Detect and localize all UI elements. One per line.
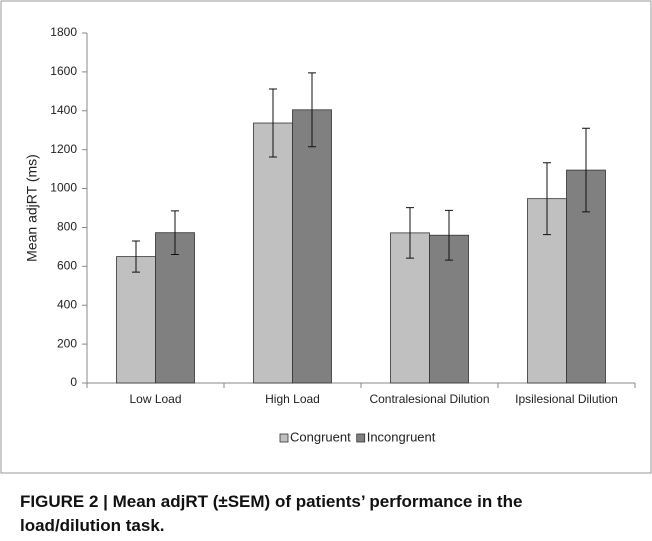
bar (253, 122, 293, 384)
caption: FIGURE 2 | Mean adjRT (±SEM) of patients… (20, 492, 523, 535)
chart: Mean adjRT (ms) 0 200 400 600 800 1000 1200 140… (0, 0, 652, 474)
x-tick-label: Contralesional Dilution (369, 392, 489, 406)
chart-frame (0, 0, 652, 474)
error-bar (132, 240, 140, 273)
x-tick-label: Low Load (129, 392, 181, 406)
y-tick-label: 1200 (50, 142, 77, 156)
x-tick-label: Ipsilesional Dilution (515, 392, 618, 406)
error-bar (269, 88, 277, 158)
error-bar (582, 127, 590, 213)
y-tick-label: 1400 (50, 103, 77, 117)
x-tick-label: High Load (265, 392, 320, 406)
bar (116, 256, 156, 384)
y-tick-label: 800 (57, 220, 77, 234)
y-axis-label: Mean adjRT (ms) (24, 154, 40, 262)
legend-label: Congruent (290, 429, 351, 444)
error-bar (406, 207, 414, 259)
error-bar (308, 72, 316, 148)
legend-label: Incongruent (367, 429, 436, 444)
bar (292, 109, 332, 384)
legend-swatch (356, 433, 366, 443)
error-bar (543, 162, 551, 236)
bar (155, 232, 195, 384)
error-bar (445, 209, 453, 261)
y-tick-label: 400 (57, 297, 77, 311)
error-bar (171, 210, 179, 255)
legend-swatch (279, 433, 289, 443)
y-tick-label: 200 (57, 336, 77, 350)
y-tick-label: 0 (70, 375, 77, 389)
y-tick-label: 1800 (50, 25, 77, 39)
y-tick-label: 1000 (50, 181, 77, 195)
y-tick-label: 1600 (50, 64, 77, 78)
y-tick-label: 600 (57, 259, 77, 273)
